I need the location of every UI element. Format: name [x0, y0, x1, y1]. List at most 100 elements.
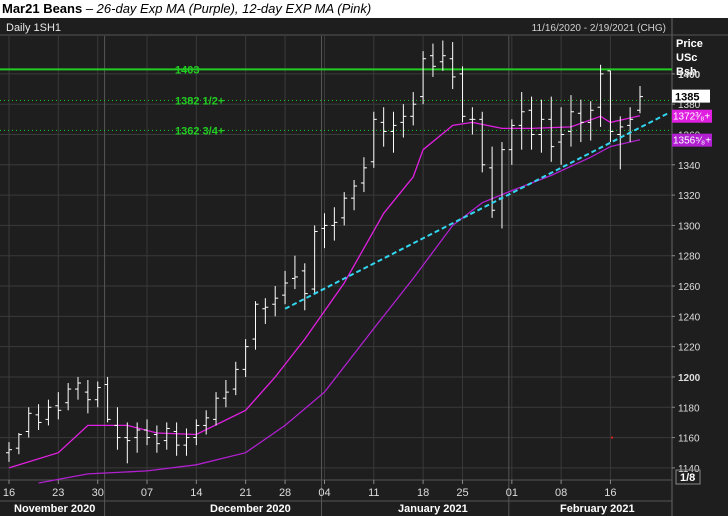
chart-header-right: 11/16/2020 - 2/19/2021 (CHG) — [532, 23, 666, 34]
price-axis-title: USc — [676, 52, 697, 64]
x-tick-label: 08 — [555, 487, 567, 499]
month-label: February 2021 — [560, 503, 635, 515]
date-axis: 16 23 30 07 14 21 28 04 11 18 25 01 08 16 November 202… — [0, 480, 672, 515]
ohlc-bar — [262, 298, 269, 324]
y-tick-label: 1340 — [678, 161, 701, 172]
y-tick-label: 1400 — [678, 70, 701, 81]
ohlc-bar — [351, 179, 358, 211]
ohlc-bar — [301, 263, 308, 311]
x-tick-label: 11 — [368, 487, 379, 499]
ohlc-bar — [420, 51, 427, 105]
ohlc-bar — [498, 142, 505, 229]
ma-26-purple-line — [38, 139, 641, 484]
ohlc-bar — [35, 404, 42, 430]
ohlc-bar — [193, 419, 200, 446]
month-label: December 2020 — [210, 503, 291, 515]
ohlc-bar — [104, 376, 111, 423]
chart-title: Mar21 Beans – 26-day Exp MA (Purple), 12… — [0, 0, 728, 18]
x-tick-label: 25 — [456, 487, 468, 499]
ohlc-bar — [410, 92, 417, 126]
ohlc-bar — [538, 99, 545, 153]
level-label: 1403 — [175, 64, 199, 76]
ohlc-bar — [587, 101, 594, 141]
ohlc-bar — [213, 392, 220, 426]
ohlc-bar — [272, 286, 279, 317]
ohlc-bar — [528, 96, 535, 150]
ohlc-bar — [508, 119, 515, 165]
ohlc-bar — [84, 379, 91, 414]
ohlc-bar — [321, 213, 328, 249]
ohlc-bar — [163, 422, 170, 450]
ohlc-bar — [360, 157, 367, 193]
x-tick-label: 18 — [417, 487, 429, 499]
ohlc-bar — [232, 361, 239, 396]
ohlc-bars — [6, 40, 643, 464]
trendline-layer — [284, 112, 669, 439]
title-subtitle: – 26-day Exp MA (Purple), 12-day EXP MA … — [82, 1, 372, 16]
ohlc-bar — [469, 107, 476, 135]
ohlc-bar — [459, 66, 466, 123]
price-axis: PriceUScBsh14001380136013401320130012801… — [672, 38, 712, 485]
last-price-label: 1385 — [675, 92, 699, 104]
y-tick-label: 1320 — [678, 191, 701, 202]
price-axis-title: Price — [676, 38, 703, 50]
ohlc-bar — [134, 422, 141, 453]
ohlc-bar — [65, 383, 72, 411]
ohlc-bar — [252, 301, 259, 350]
ohlc-bar — [311, 225, 318, 294]
ma-purple-value-label: 1356⁵⁄₈+ — [673, 136, 711, 147]
price-axis-title: Bsh — [676, 66, 697, 78]
y-tick-label: 1380 — [678, 100, 701, 111]
month-label: November 2020 — [14, 503, 95, 515]
y-tick-label: 1280 — [678, 252, 701, 263]
ohlc-bar — [439, 40, 446, 71]
ohlc-bar — [183, 428, 190, 456]
chart-header-left: Daily 1SH1 — [6, 22, 61, 34]
ohlc-bar — [518, 92, 525, 150]
ohlc-bar — [400, 104, 407, 138]
ohlc-bar — [173, 422, 180, 456]
ohlc-bar — [94, 381, 101, 408]
fraction-label: 1/8 — [680, 472, 695, 484]
ohlc-bar — [617, 116, 624, 170]
ohlc-bar — [75, 376, 82, 400]
x-tick-label: 01 — [506, 487, 518, 499]
x-tick-label: 04 — [318, 487, 330, 499]
ohlc-bar — [627, 107, 634, 143]
y-tick-label: 1200 — [678, 373, 701, 384]
y-tick-label: 1300 — [678, 221, 701, 232]
ohlc-bar — [6, 442, 12, 462]
ohlc-bar — [449, 42, 456, 90]
ohlc-bar — [242, 339, 249, 377]
ohlc-bar — [124, 422, 131, 464]
y-tick-label: 1240 — [678, 312, 701, 323]
ohlc-bar — [331, 207, 338, 241]
x-tick-label: 28 — [279, 487, 291, 499]
ohlc-bar — [370, 111, 377, 168]
ohlc-bar — [489, 146, 496, 218]
level-label: 1362 3/4+ — [175, 125, 224, 137]
level-label: 1382 1/2+ — [175, 95, 224, 107]
x-tick-label: 23 — [52, 487, 64, 499]
y-tick-label: 1220 — [678, 343, 701, 354]
level-lines: 1403 1382 1/2+ 1362 3/4+ — [0, 64, 672, 137]
x-tick-label: 16 — [3, 487, 15, 499]
title-symbol: Mar21 Beans — [2, 1, 83, 16]
ohlc-bar — [282, 270, 289, 305]
ohlc-bar — [390, 111, 397, 153]
ohlc-bar — [597, 64, 604, 127]
ma-purple-flag — [672, 133, 712, 147]
y-tick-label: 1180 — [678, 403, 700, 414]
ohlc-bar — [222, 379, 229, 408]
ohlc-bar — [577, 99, 584, 143]
ohlc-bar — [55, 392, 62, 420]
ohlc-bar — [45, 399, 52, 426]
x-tick-label: 21 — [240, 487, 252, 499]
ohlc-bar — [548, 96, 555, 162]
ohlc-bar — [567, 95, 574, 147]
ohlc-bar — [637, 86, 643, 114]
fraction-box — [675, 469, 701, 485]
ohlc-bar — [429, 43, 436, 77]
y-tick-label: 1260 — [678, 282, 701, 293]
